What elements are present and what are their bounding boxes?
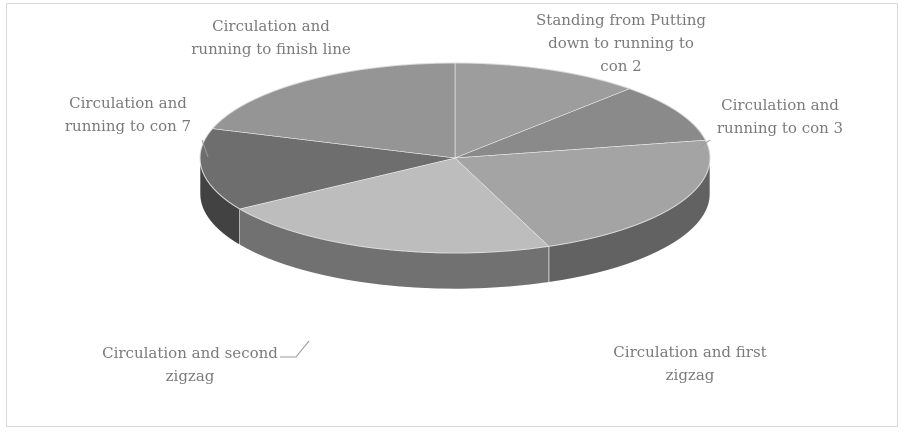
data-label-line: down to running to: [548, 34, 694, 52]
data-label-line: Circulation and second: [102, 344, 278, 362]
data-label-line: Circulation and: [721, 96, 839, 114]
pie-top: [199, 62, 711, 254]
data-label-line: con 2: [600, 57, 641, 75]
data-label-line: Circulation and: [212, 17, 330, 35]
data-label-line: Circulation and first: [613, 343, 766, 361]
leader-line-1: [699, 139, 711, 148]
data-label-line: Standing from Putting: [536, 11, 706, 29]
pie-rim: [199, 62, 711, 254]
leader-line-4: [201, 139, 209, 158]
data-label-line: running to finish line: [191, 40, 351, 58]
data-label-line: running to con 3: [717, 119, 843, 137]
data-label-2: Circulation and first zigzag: [613, 343, 766, 384]
data-label-line: zigzag: [666, 366, 715, 384]
leader-line-3: [280, 340, 310, 358]
data-label-3: Circulation and second zigzag: [102, 344, 278, 385]
data-label-1: Circulation and running to con 3: [717, 96, 843, 137]
data-label-line: Circulation and: [69, 94, 187, 112]
data-label-5: Circulation and running to finish line: [191, 17, 351, 58]
data-label-0: Standing from Putting down to running to c…: [536, 11, 706, 75]
data-label-4: Circulation and running to con 7: [65, 94, 191, 135]
data-label-line: running to con 7: [65, 117, 191, 135]
data-label-line: zigzag: [166, 367, 215, 385]
